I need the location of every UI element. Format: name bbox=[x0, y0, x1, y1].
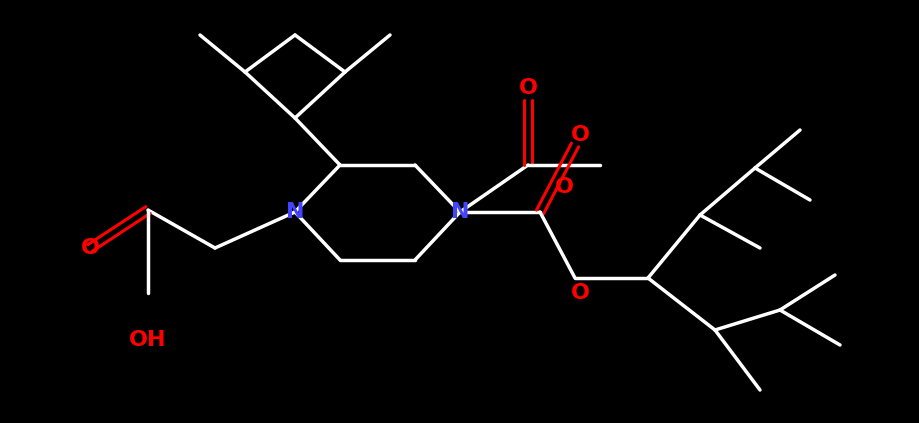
Text: O: O bbox=[571, 283, 589, 303]
Text: N: N bbox=[286, 202, 304, 222]
Text: O: O bbox=[554, 177, 573, 197]
Text: OH: OH bbox=[130, 330, 166, 350]
Text: O: O bbox=[518, 78, 538, 98]
Text: N: N bbox=[450, 202, 470, 222]
Text: O: O bbox=[81, 238, 99, 258]
Text: O: O bbox=[571, 125, 589, 145]
